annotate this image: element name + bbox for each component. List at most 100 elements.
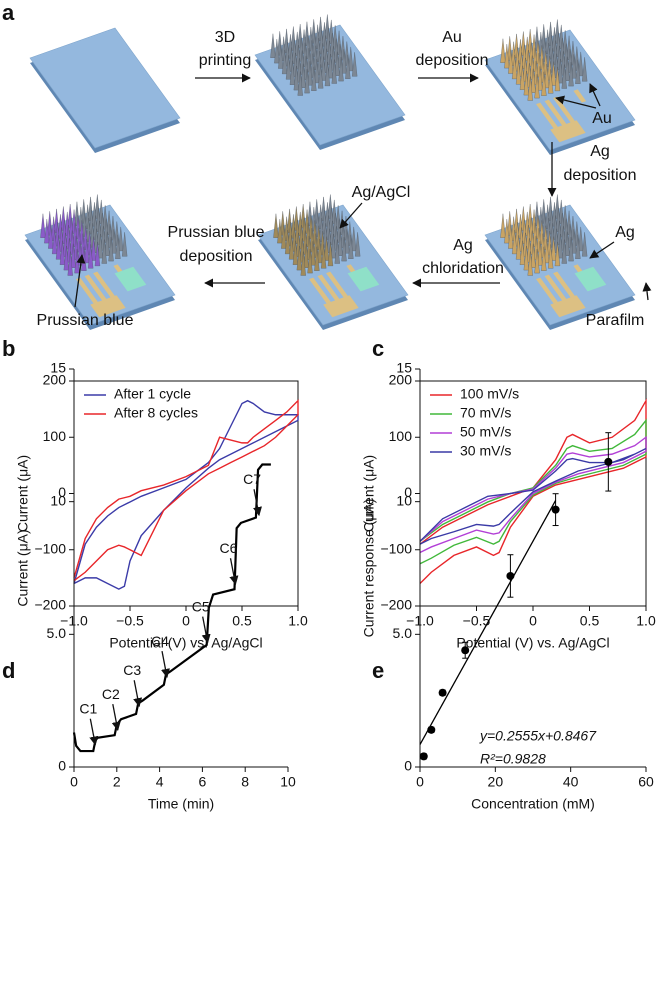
- microneedle: [285, 55, 292, 80]
- microneedle: [300, 251, 306, 276]
- y-tick-label: 100: [389, 428, 413, 444]
- microneedle: [547, 69, 554, 94]
- electrode-trace: [93, 271, 121, 305]
- microneedle: [115, 234, 121, 259]
- microneedle: [334, 51, 340, 76]
- microneedle: [327, 241, 334, 267]
- microneedle: [320, 56, 327, 81]
- y-tick-label: 0: [404, 484, 412, 500]
- microneedle: [330, 234, 337, 259]
- microneedle: [314, 246, 320, 271]
- annotation-arrow: [229, 558, 239, 586]
- microneedle: [541, 246, 547, 271]
- callout-arrow: [642, 282, 652, 301]
- current-trace: [72, 463, 271, 753]
- legend-label: 50 mV/s: [460, 424, 511, 440]
- y-tick-label: −100: [380, 540, 412, 556]
- microneedle: [320, 244, 327, 269]
- y-tick-label: 15: [50, 360, 66, 376]
- microneedle: [293, 66, 300, 91]
- y-tick-label: 100: [43, 428, 67, 444]
- x-tick-label: 0.5: [232, 613, 252, 629]
- microneedle: [296, 246, 303, 271]
- microneedle: [63, 246, 70, 271]
- microneedle: [277, 219, 283, 244]
- microneedle: [519, 240, 526, 265]
- microneedle: [317, 238, 323, 264]
- legend-label: 70 mV/s: [460, 405, 511, 421]
- microneedle: [500, 213, 506, 238]
- y-tick-label: −200: [34, 597, 66, 613]
- y-tick-label: 0: [58, 484, 66, 500]
- microneedle: [90, 236, 97, 261]
- step-label: deposition: [564, 167, 637, 184]
- step-label: Prussian blue: [168, 224, 265, 241]
- microneedle: [307, 249, 313, 274]
- y-tick-label: 200: [389, 372, 413, 388]
- y-tick-label: 0: [404, 758, 412, 774]
- legend-label: 100 mV/s: [460, 386, 519, 402]
- microneedle: [530, 243, 536, 268]
- microneedle: [541, 71, 547, 96]
- microneedle: [544, 63, 550, 89]
- y-axis-label: Current (μA): [361, 455, 377, 532]
- electrode-trace: [553, 271, 581, 305]
- microneedle: [530, 68, 536, 93]
- microneedle: [544, 238, 550, 264]
- x-tick-label: 1.0: [636, 613, 656, 629]
- microneedle: [571, 54, 577, 79]
- microneedle: [278, 44, 284, 69]
- microneedle: [289, 60, 296, 85]
- step-label: Ag: [590, 143, 610, 160]
- microneedle: [575, 59, 581, 84]
- y-tick-label: 5.0: [393, 625, 413, 641]
- callout: Ag/AgCl: [352, 184, 411, 201]
- microneedle: [515, 60, 522, 85]
- microneedle: [537, 66, 543, 91]
- callout-arrow: [339, 202, 363, 229]
- x-tick-label: −0.5: [116, 613, 144, 629]
- callout: Prussian blue: [37, 312, 134, 329]
- x-tick-label: 40: [563, 774, 579, 790]
- annotation: C1: [79, 700, 97, 716]
- electrode-trace: [536, 277, 564, 311]
- microneedle: [345, 54, 351, 79]
- electrode-trace: [76, 277, 104, 311]
- electrode-trace: [309, 277, 337, 311]
- microneedle: [270, 33, 276, 58]
- microneedle: [578, 226, 584, 252]
- microneedle: [568, 62, 574, 87]
- microneedle: [44, 219, 50, 244]
- microneedle: [519, 65, 526, 90]
- step-label: Ag: [453, 237, 473, 254]
- data-point: [551, 505, 560, 514]
- y-tick-label: −200: [380, 597, 412, 613]
- microneedle: [40, 213, 46, 238]
- microneedle: [581, 57, 588, 82]
- x-tick-label: 10: [280, 774, 296, 790]
- callout-arrow: [589, 241, 615, 259]
- microneedle: [108, 237, 114, 262]
- microneedle: [288, 235, 295, 260]
- microneedle: [307, 61, 313, 86]
- microneedle: [48, 224, 54, 249]
- step-label: printing: [199, 52, 251, 69]
- microneedle: [311, 66, 317, 91]
- microneedle: [554, 66, 561, 92]
- x-tick-label: 4: [156, 774, 164, 790]
- microneedle: [284, 229, 291, 255]
- cv-curve: [73, 399, 299, 590]
- x-axis-label: Time (min): [148, 796, 214, 812]
- microneedle: [575, 234, 581, 259]
- electrode-trace: [544, 99, 572, 133]
- y-tick-label: 5.0: [47, 625, 67, 641]
- microneedle: [511, 229, 518, 255]
- microneedle: [324, 61, 331, 87]
- cv-curve: [419, 447, 647, 545]
- microneedle: [337, 231, 343, 256]
- y-axis-label: Current (μA): [15, 455, 31, 532]
- annotation-arrow: [201, 616, 211, 644]
- electrode-pad: [550, 295, 586, 318]
- microneedle: [327, 54, 334, 79]
